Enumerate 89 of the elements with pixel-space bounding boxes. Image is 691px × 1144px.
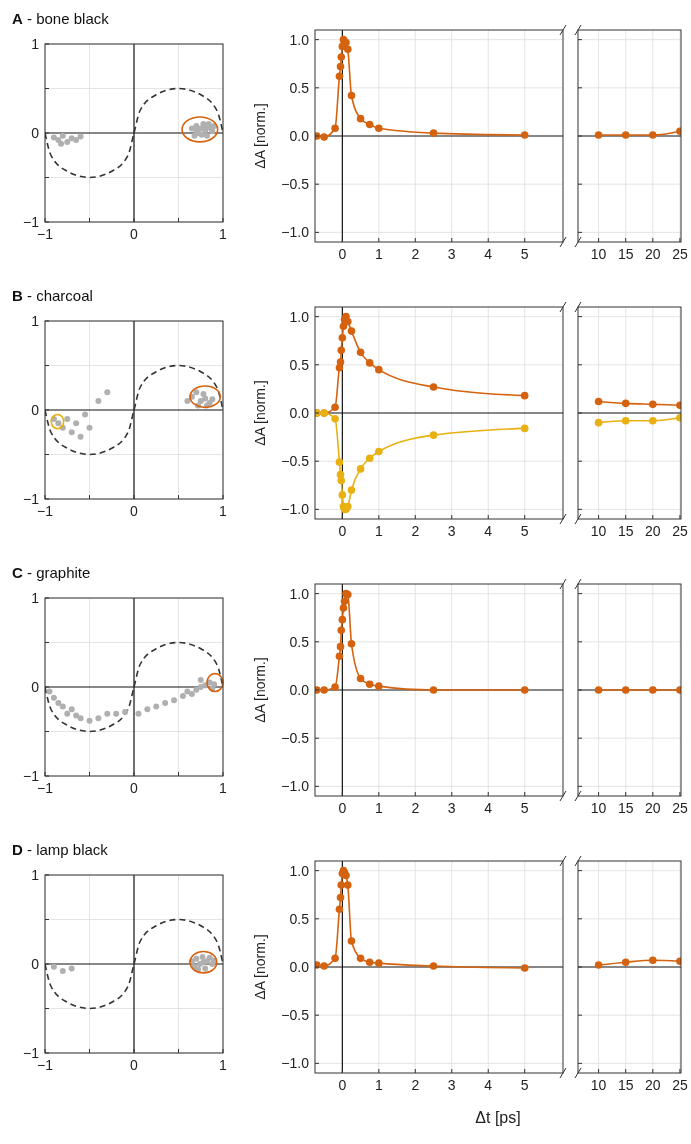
y-tick-label: 1 — [31, 867, 40, 883]
x-tick-label: 3 — [447, 800, 456, 816]
x-tick-label: 1 — [219, 1057, 228, 1073]
y-tick-label: −0.5 — [281, 730, 310, 747]
x-tick-label: 1 — [374, 246, 383, 262]
x-tick-label: 1 — [219, 780, 228, 796]
y-tick-label: 0.0 — [289, 959, 310, 975]
x-tick-label: 1 — [219, 226, 228, 242]
x-tick-label: 10 — [590, 800, 607, 816]
y-tick-label: −0.5 — [281, 176, 310, 193]
x-tick-label: 5 — [520, 1077, 529, 1093]
x-tick-label: 2 — [411, 523, 420, 539]
x-tick-label: 1 — [374, 1077, 383, 1093]
y-axis-title: ΔA [norm.] — [252, 380, 268, 446]
y-tick-label: 0.0 — [289, 128, 310, 144]
x-tick-label: 15 — [617, 1077, 634, 1093]
y-tick-label: −1 — [23, 1045, 40, 1061]
x-tick-label: 0 — [338, 523, 347, 539]
x-tick-label: 0 — [130, 780, 139, 796]
x-tick-label: 20 — [645, 523, 661, 539]
x-tick-label: 20 — [645, 246, 661, 262]
x-tick-label: 4 — [484, 800, 493, 816]
x-tick-label: 15 — [617, 800, 634, 816]
y-tick-label: −1 — [23, 768, 40, 784]
x-tick-label: 1 — [219, 503, 228, 519]
chart-title: C - graphite — [12, 564, 91, 581]
y-tick-label: 0.0 — [289, 405, 310, 421]
y-tick-label: −1 — [23, 491, 40, 507]
x-tick-label: 3 — [447, 246, 456, 262]
x-tick-label: 15 — [617, 246, 634, 262]
y-tick-label: 0.0 — [289, 682, 310, 698]
x-tick-label: 3 — [447, 1077, 456, 1093]
y-tick-label: −0.5 — [281, 453, 310, 470]
y-tick-label: −1.0 — [281, 1055, 310, 1072]
y-tick-label: 1 — [31, 590, 40, 606]
y-tick-label: 0.5 — [289, 910, 310, 927]
x-tick-label: 0 — [338, 1077, 347, 1093]
x-tick-label: 2 — [411, 800, 420, 816]
x-tick-label: 0 — [130, 226, 139, 242]
x-tick-label: 10 — [590, 523, 607, 539]
chart-title: D - lamp black — [12, 841, 109, 858]
y-tick-label: 0 — [31, 956, 40, 972]
chart-title: A - bone black — [12, 10, 110, 27]
x-tick-label: 4 — [484, 523, 493, 539]
y-tick-label: 1 — [31, 36, 40, 52]
x-tick-label: 5 — [520, 800, 529, 816]
x-tick-label: 0 — [130, 1057, 139, 1073]
x-tick-label: 1 — [374, 800, 383, 816]
y-tick-label: 1.0 — [289, 308, 310, 325]
x-tick-label: 25 — [672, 1077, 688, 1093]
x-tick-label: 4 — [484, 1077, 493, 1093]
x-tick-label: 10 — [590, 246, 607, 262]
y-tick-label: 0 — [31, 679, 40, 695]
x-tick-label: 4 — [484, 246, 493, 262]
y-tick-label: 0.5 — [289, 79, 310, 96]
y-axis-title: ΔA [norm.] — [252, 103, 268, 169]
y-tick-label: 1.0 — [289, 31, 310, 48]
x-tick-label: 2 — [411, 1077, 420, 1093]
y-tick-label: 0 — [31, 402, 40, 418]
y-tick-label: 1.0 — [289, 862, 310, 879]
x-tick-label: 20 — [645, 800, 661, 816]
y-tick-label: −1.0 — [281, 224, 310, 241]
y-tick-label: 0 — [31, 125, 40, 141]
y-axis-title: ΔA [norm.] — [252, 934, 268, 1000]
x-tick-label: 0 — [338, 246, 347, 262]
x-tick-label: 5 — [520, 246, 529, 262]
y-tick-label: 1 — [31, 313, 40, 329]
x-tick-label: 2 — [411, 246, 420, 262]
y-tick-label: 0.5 — [289, 633, 310, 650]
x-tick-label: 10 — [590, 1077, 607, 1093]
y-tick-label: −1.0 — [281, 778, 310, 795]
x-tick-label: 0 — [130, 503, 139, 519]
y-tick-label: −1 — [23, 214, 40, 230]
y-axis-title: ΔA [norm.] — [252, 657, 268, 723]
x-tick-label: 20 — [645, 1077, 661, 1093]
x-tick-label: 0 — [338, 800, 347, 816]
y-tick-label: −1.0 — [281, 501, 310, 518]
x-tick-label: 5 — [520, 523, 529, 539]
x-tick-label: 25 — [672, 523, 688, 539]
x-tick-label: 1 — [374, 523, 383, 539]
y-tick-label: −0.5 — [281, 1007, 310, 1024]
x-axis-title: Δt [ps] — [475, 1109, 521, 1126]
x-tick-label: 3 — [447, 523, 456, 539]
y-tick-label: 1.0 — [289, 585, 310, 602]
chart-title: B - charcoal — [12, 287, 93, 304]
y-tick-label: 0.5 — [289, 356, 310, 373]
x-tick-label: 25 — [672, 800, 688, 816]
x-tick-label: 15 — [617, 523, 634, 539]
x-tick-label: 25 — [672, 246, 688, 262]
